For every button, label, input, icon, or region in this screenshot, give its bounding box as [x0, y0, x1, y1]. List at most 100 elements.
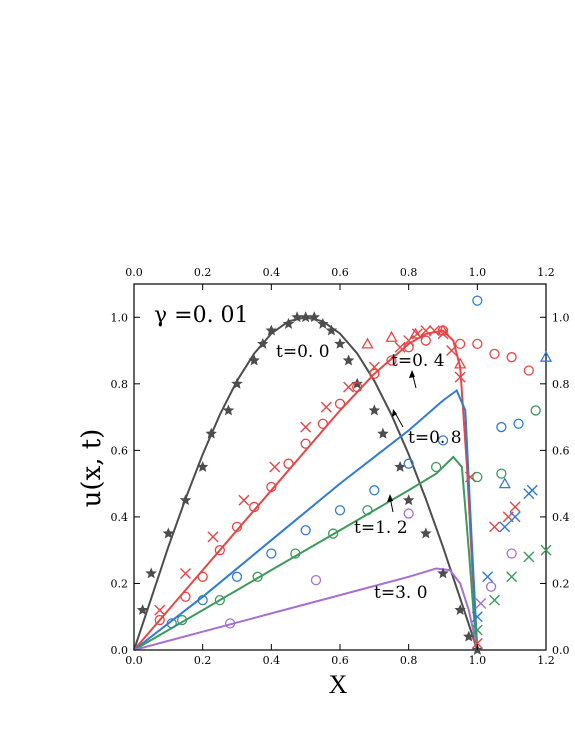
- x-tick-label-bottom: 0.2: [194, 654, 212, 667]
- circle-marker: [266, 548, 277, 559]
- series-line-3: [133, 455, 479, 651]
- x-tick-label-top: 0.0: [125, 266, 143, 279]
- circle-marker: [214, 545, 225, 556]
- time-label-t04: t=0. 4: [391, 351, 445, 371]
- y-tick-label-right: 0.6: [552, 444, 570, 457]
- annotation-arrows: [387, 370, 417, 513]
- star-marker: [205, 427, 217, 439]
- x-tick-label-bottom: 1.0: [469, 654, 487, 667]
- y-axis-title: u(x, t): [77, 429, 107, 508]
- circle-marker: [430, 461, 442, 473]
- triangle-marker: [409, 327, 422, 339]
- circle-marker: [362, 505, 373, 516]
- x-marker: [526, 484, 538, 496]
- star-marker: [317, 317, 329, 329]
- circle-marker: [437, 435, 449, 446]
- star-marker: [196, 460, 209, 472]
- y-tick-label-left: 0.4: [111, 511, 129, 524]
- x-marker: [523, 551, 535, 563]
- circle-marker: [369, 368, 380, 379]
- star-marker: [420, 527, 432, 539]
- circle-marker: [506, 548, 517, 559]
- circle-marker: [472, 295, 483, 306]
- star-marker: [162, 527, 175, 539]
- x-tick-label-top: 1.0: [469, 266, 487, 279]
- circle-marker: [180, 591, 191, 602]
- x-tick-label-bottom: 1.2: [537, 654, 555, 667]
- y-tick-label-right: 0.2: [552, 577, 570, 590]
- x-marker: [454, 371, 466, 383]
- x-tick-label-bottom: 0.4: [263, 654, 281, 667]
- star-marker: [222, 404, 235, 416]
- star-marker: [299, 311, 312, 323]
- circle-marker: [403, 508, 414, 519]
- x-marker: [394, 341, 406, 353]
- circle-marker: [197, 594, 208, 606]
- y-tick-label-right: 1.0: [552, 311, 570, 324]
- x-marker: [489, 594, 500, 606]
- circle-marker: [472, 471, 483, 483]
- x-marker: [540, 544, 552, 556]
- circle-marker: [224, 618, 236, 629]
- y-tick-label-left: 0.8: [111, 378, 129, 391]
- star-marker: [334, 337, 346, 349]
- x-tick-label-bottom: 0.8: [400, 654, 418, 667]
- time-label-t30: t=3. 0: [374, 583, 428, 603]
- x-marker: [482, 571, 494, 583]
- x-marker: [471, 637, 483, 649]
- circle-marker: [283, 458, 294, 469]
- circle-marker: [231, 521, 243, 533]
- x-tick-label-top: 0.8: [400, 266, 418, 279]
- y-tick-label-left: 1.0: [111, 311, 129, 324]
- series-lines: [133, 316, 479, 651]
- circle-marker: [472, 338, 483, 350]
- x-tick-label-bottom: 0.0: [125, 654, 143, 667]
- x-marker: [509, 501, 521, 513]
- star-marker: [368, 404, 381, 416]
- x-marker: [269, 461, 281, 473]
- triangle-marker: [539, 350, 553, 362]
- star-marker: [308, 311, 320, 323]
- triangle-marker: [385, 330, 398, 342]
- x-marker: [471, 624, 483, 636]
- star-marker: [402, 494, 415, 506]
- star-marker: [342, 354, 355, 366]
- time-label-t08: t=0. 8: [408, 428, 462, 448]
- circle-marker: [231, 571, 243, 582]
- circle-marker: [290, 548, 301, 559]
- circle-marker: [334, 398, 346, 409]
- y-tick-label-right: 0.4: [552, 511, 570, 524]
- time-label-t0: t=0. 0: [276, 342, 330, 362]
- circle-marker: [249, 501, 260, 513]
- x-marker: [420, 325, 432, 337]
- triangle-marker: [498, 477, 511, 489]
- star-marker: [325, 324, 338, 336]
- x-marker: [180, 567, 191, 579]
- x-marker: [154, 604, 166, 616]
- gamma-annotation: γ =0. 01: [154, 303, 249, 328]
- star-marker: [454, 604, 466, 615]
- circle-marker: [403, 342, 414, 353]
- circle-marker: [197, 571, 208, 582]
- triangle-marker: [454, 357, 467, 369]
- circle-marker: [310, 574, 322, 586]
- arrowhead-t12: [387, 494, 393, 502]
- circle-marker: [485, 581, 497, 592]
- x-tick-label-top: 0.4: [263, 266, 281, 279]
- y-tick-label-right: 0.0: [552, 644, 570, 657]
- triangle-marker: [361, 337, 374, 349]
- circle-marker: [252, 571, 263, 582]
- star-marker: [394, 460, 406, 472]
- circle-marker: [496, 421, 507, 433]
- circle-marker: [317, 418, 328, 429]
- star-marker: [248, 354, 260, 366]
- star-marker: [377, 427, 389, 439]
- x-marker: [446, 345, 458, 357]
- x-marker: [207, 531, 219, 543]
- y-tick-label-left: 0.0: [111, 644, 129, 657]
- triangle-marker: [436, 324, 450, 336]
- x-marker: [238, 494, 250, 506]
- star-marker: [179, 494, 192, 506]
- y-tick-label-left: 0.2: [111, 577, 129, 590]
